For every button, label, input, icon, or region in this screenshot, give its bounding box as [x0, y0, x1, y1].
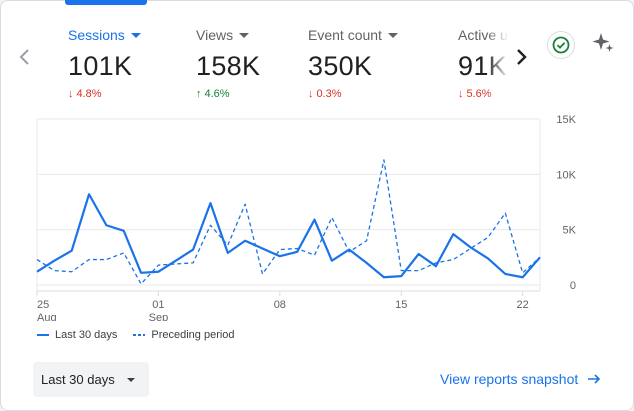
delta-value: 5.6% [466, 88, 492, 100]
arrow-down-icon: ↓ [458, 88, 464, 100]
arrow-down-icon: ↓ [308, 88, 314, 100]
date-range-dropdown[interactable]: Last 30 days [33, 362, 149, 397]
metric-tab-event-count[interactable]: Event count 350K ↓ 0.3% [308, 27, 428, 107]
legend-label: Preceding period [151, 329, 235, 341]
metric-tab-views[interactable]: Views 158K ↑ 4.6% [196, 27, 296, 107]
metric-tab-sessions[interactable]: Sessions 101K ↓ 4.8% [68, 27, 168, 107]
x-tick-label: 22 [517, 299, 529, 311]
legend-label: Last 30 days [55, 329, 118, 341]
series-line-last-30-days [36, 193, 541, 279]
caret-down-icon [239, 32, 250, 38]
arrow-down-icon: ↓ [68, 88, 74, 100]
y-tick-label: 5K [563, 225, 577, 237]
metric-label: Event count [308, 27, 382, 43]
legend-item-preceding-period: Preceding period [133, 329, 235, 341]
caret-down-icon [387, 32, 398, 38]
x-tick-label: 25 [37, 299, 49, 311]
y-tick-label: 10K [556, 169, 576, 181]
arrow-up-icon: ↑ [196, 88, 202, 100]
series-line-preceding-period [36, 159, 541, 285]
chevron-left-icon[interactable] [13, 45, 37, 69]
x-tick-label: 15 [395, 299, 407, 311]
arrow-right-icon [588, 374, 601, 384]
x-tick-sublabel: Aug [37, 312, 57, 321]
y-tick-label: 15K [556, 114, 576, 126]
chevron-right-icon[interactable] [509, 45, 533, 69]
caret-down-icon [130, 32, 141, 38]
view-reports-snapshot-link[interactable]: View reports snapshot [440, 371, 602, 387]
legend-item-last-30-days: Last 30 days [37, 329, 117, 341]
metric-delta: ↓ 5.6% [458, 88, 509, 100]
caret-down-icon [126, 377, 135, 382]
sparkle-icon[interactable] [591, 31, 615, 55]
metric-value: 350K [308, 51, 373, 81]
metric-label: Views [196, 27, 234, 43]
metric-delta: ↓ 0.3% [308, 88, 428, 100]
metric-value: 158K [196, 51, 261, 81]
delta-value: 4.8% [76, 88, 102, 100]
x-tick-label: 08 [274, 299, 286, 311]
tab-scroll-fade [487, 27, 509, 107]
link-label: View reports snapshot [440, 371, 579, 387]
metric-label: Sessions [68, 27, 125, 43]
metric-delta: ↓ 4.8% [68, 88, 168, 100]
metric-delta: ↑ 4.6% [196, 88, 296, 100]
check-circle-icon[interactable] [547, 31, 575, 59]
metric-value: 101K [68, 51, 133, 81]
x-tick-label: 01 [152, 299, 164, 311]
chart-legend: Last 30 days Preceding period [37, 329, 235, 341]
delta-value: 0.3% [316, 88, 342, 100]
delta-value: 4.6% [204, 88, 230, 100]
date-range-label: Last 30 days [41, 372, 115, 387]
active-tab-indicator [65, 0, 147, 5]
x-tick-sublabel: Sep [149, 312, 169, 321]
y-tick-label: 0 [570, 280, 576, 292]
